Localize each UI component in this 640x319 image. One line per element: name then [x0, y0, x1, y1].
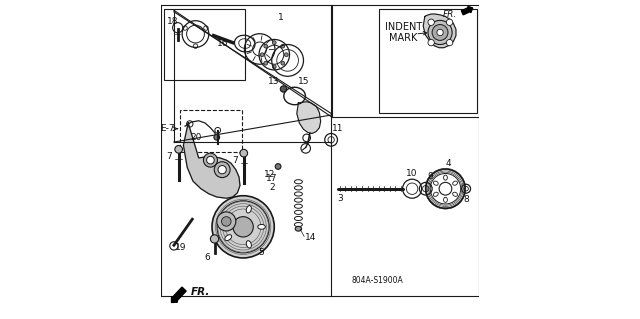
- Ellipse shape: [225, 235, 232, 241]
- FancyArrow shape: [172, 287, 186, 302]
- Text: 13: 13: [268, 78, 279, 86]
- Bar: [180, 110, 242, 152]
- Text: 7: 7: [232, 156, 238, 165]
- Text: FR.: FR.: [191, 287, 210, 297]
- Text: 16: 16: [218, 40, 229, 48]
- Circle shape: [432, 25, 448, 41]
- Circle shape: [280, 86, 287, 92]
- Circle shape: [275, 164, 281, 169]
- Ellipse shape: [225, 213, 232, 219]
- Ellipse shape: [246, 206, 252, 213]
- Text: 9: 9: [428, 172, 433, 181]
- Text: 15: 15: [298, 78, 310, 86]
- Text: 8: 8: [463, 195, 469, 204]
- Circle shape: [214, 134, 220, 140]
- Text: 7: 7: [166, 152, 172, 161]
- Ellipse shape: [295, 226, 301, 231]
- FancyArrow shape: [461, 6, 473, 15]
- Circle shape: [204, 153, 218, 167]
- Text: 11: 11: [332, 124, 344, 133]
- Circle shape: [447, 19, 452, 26]
- Text: 4: 4: [446, 160, 451, 168]
- Circle shape: [260, 53, 264, 56]
- Circle shape: [264, 61, 268, 65]
- Polygon shape: [184, 123, 240, 198]
- Text: 18: 18: [167, 17, 179, 26]
- Circle shape: [175, 145, 182, 153]
- Text: 2: 2: [269, 183, 275, 192]
- Text: FR.: FR.: [442, 10, 456, 19]
- Text: 17: 17: [266, 174, 278, 183]
- Circle shape: [281, 61, 285, 65]
- Circle shape: [221, 217, 231, 226]
- Circle shape: [273, 65, 276, 69]
- Circle shape: [214, 162, 230, 178]
- Text: 5: 5: [259, 248, 264, 257]
- Circle shape: [264, 44, 268, 48]
- Circle shape: [217, 212, 236, 231]
- Bar: [164, 9, 245, 80]
- Circle shape: [207, 156, 214, 164]
- Ellipse shape: [258, 225, 266, 229]
- Text: 3: 3: [338, 195, 344, 204]
- Text: 20: 20: [191, 133, 202, 142]
- Circle shape: [447, 40, 452, 46]
- Bar: [379, 9, 477, 114]
- Text: 804A-S1900A: 804A-S1900A: [351, 276, 403, 285]
- Text: 10: 10: [406, 169, 418, 178]
- Circle shape: [284, 53, 288, 56]
- Circle shape: [281, 44, 285, 48]
- Polygon shape: [423, 14, 456, 48]
- Circle shape: [428, 20, 452, 45]
- Text: 1: 1: [278, 13, 284, 22]
- Circle shape: [211, 235, 219, 243]
- Ellipse shape: [246, 241, 252, 248]
- Text: 6: 6: [205, 254, 211, 263]
- Circle shape: [212, 196, 275, 258]
- Text: 19: 19: [175, 243, 187, 252]
- Polygon shape: [297, 102, 321, 133]
- Circle shape: [428, 40, 435, 46]
- Text: 12: 12: [264, 170, 275, 179]
- Circle shape: [428, 19, 435, 26]
- Circle shape: [437, 29, 444, 36]
- Text: E-7: E-7: [160, 124, 175, 133]
- Circle shape: [233, 217, 253, 237]
- Text: 14: 14: [305, 233, 316, 242]
- Circle shape: [240, 149, 248, 157]
- Circle shape: [273, 41, 276, 45]
- Text: INDENT
MARK: INDENT MARK: [385, 22, 422, 43]
- Circle shape: [218, 166, 227, 174]
